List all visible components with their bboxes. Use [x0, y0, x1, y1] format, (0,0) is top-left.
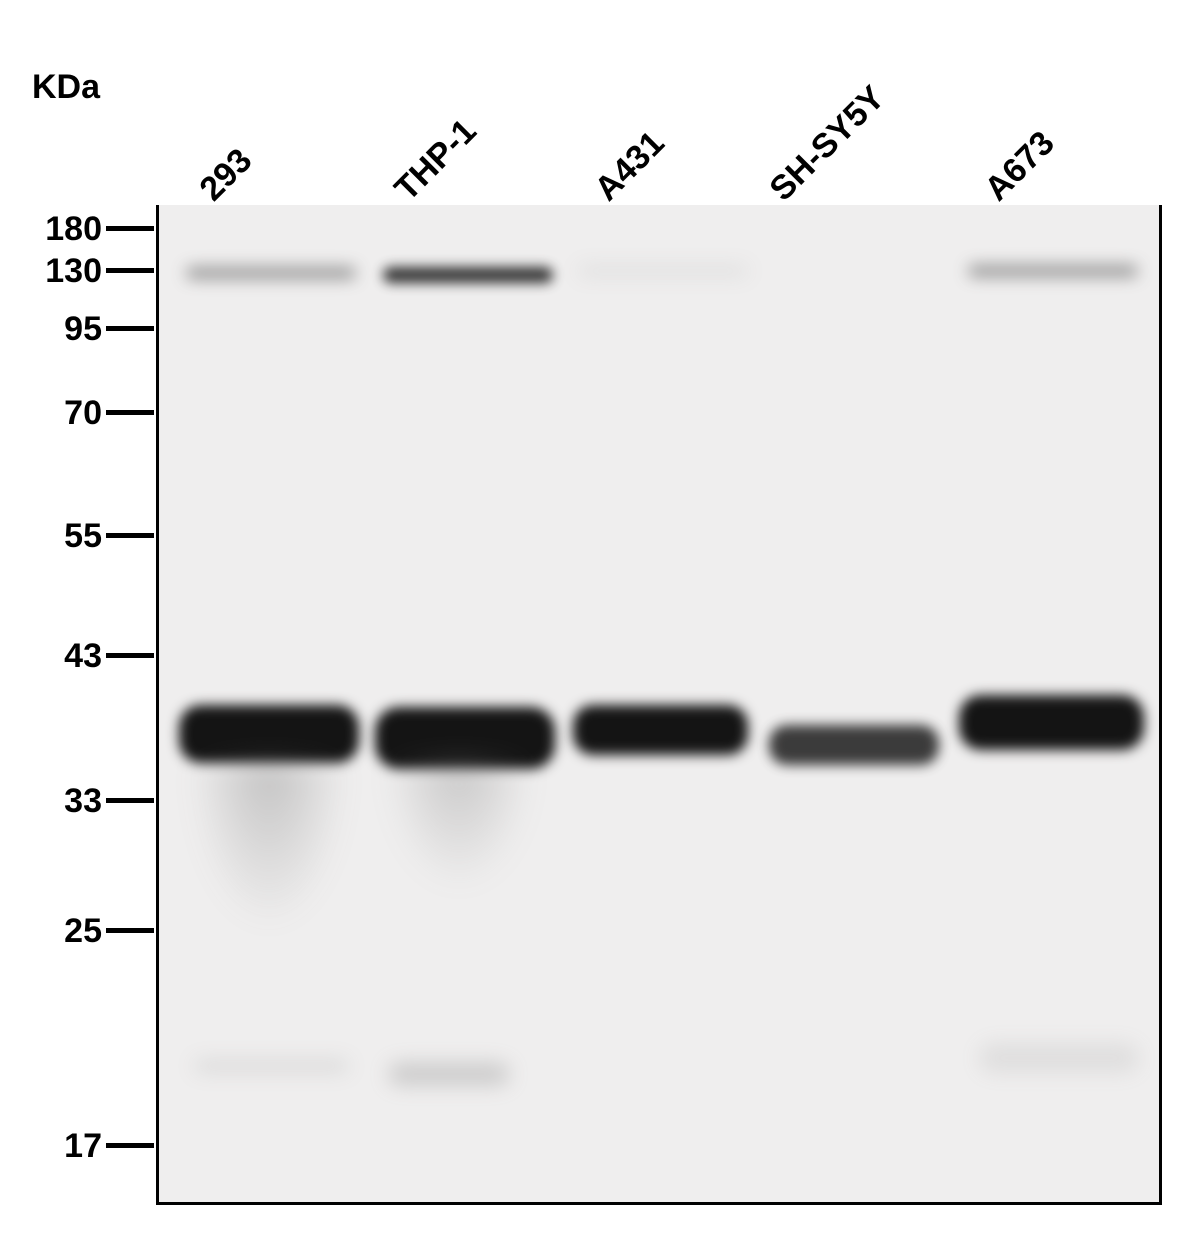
band [179, 705, 359, 763]
western-blot-figure: KDa 180 130 95 70 55 43 33 25 17 293 THP… [0, 0, 1200, 1239]
smear [384, 760, 534, 890]
smear [189, 760, 349, 930]
marker-95: 95 [48, 310, 102, 349]
marker-70: 70 [48, 394, 102, 433]
band [959, 695, 1144, 750]
band [769, 725, 939, 765]
unit-label: KDa [32, 68, 100, 107]
marker-tick [106, 326, 154, 331]
band [383, 267, 553, 283]
marker-43: 43 [48, 637, 102, 676]
band [578, 267, 748, 275]
band [968, 265, 1138, 277]
marker-180: 180 [32, 210, 102, 249]
marker-130: 130 [32, 252, 102, 291]
band [979, 1043, 1139, 1073]
marker-tick [106, 1143, 154, 1148]
marker-33: 33 [48, 782, 102, 821]
band [389, 1063, 509, 1085]
lane-label-thp1: THP-1 [387, 112, 484, 209]
lane-label-293: 293 [192, 141, 260, 209]
marker-tick [106, 798, 154, 803]
marker-tick [106, 533, 154, 538]
marker-tick [106, 928, 154, 933]
band [573, 705, 748, 755]
marker-55: 55 [48, 517, 102, 556]
blot-membrane [156, 205, 1162, 1205]
marker-tick [106, 268, 154, 273]
lane-label-shsy5y: SH-SY5Y [762, 79, 892, 209]
marker-tick [106, 410, 154, 415]
marker-tick [106, 226, 154, 231]
marker-tick [106, 653, 154, 658]
lane-label-a431: A431 [587, 124, 672, 209]
marker-17: 17 [48, 1127, 102, 1166]
lane-label-a673: A673 [977, 124, 1062, 209]
marker-25: 25 [48, 912, 102, 951]
band [194, 1060, 349, 1072]
band [186, 267, 356, 279]
